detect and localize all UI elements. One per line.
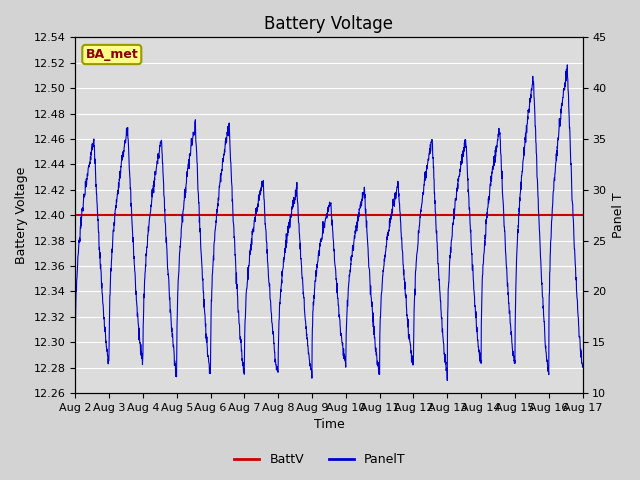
Legend: BattV, PanelT: BattV, PanelT xyxy=(229,448,411,471)
Y-axis label: Panel T: Panel T xyxy=(612,192,625,238)
Title: Battery Voltage: Battery Voltage xyxy=(264,15,394,33)
Text: BA_met: BA_met xyxy=(85,48,138,61)
X-axis label: Time: Time xyxy=(314,419,344,432)
Y-axis label: Battery Voltage: Battery Voltage xyxy=(15,167,28,264)
